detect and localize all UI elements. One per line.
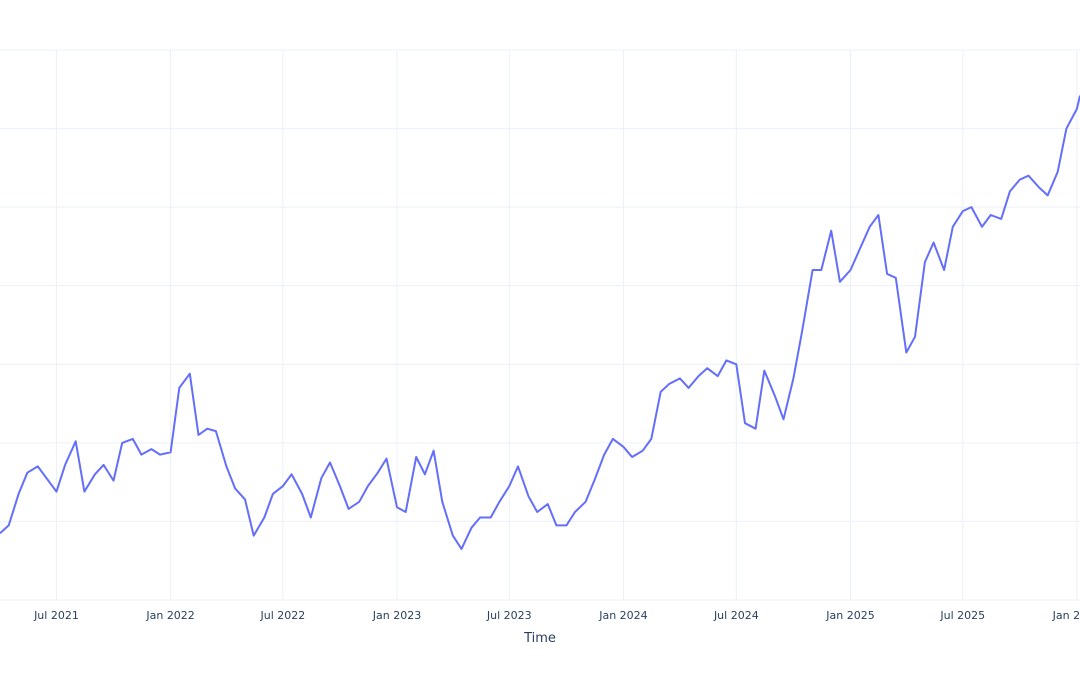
x-tick-label: Jan 2022 <box>145 609 194 622</box>
x-tick-label: Jul 2021 <box>33 609 79 622</box>
series-layer <box>0 95 1080 550</box>
x-tick-label: Jul 2022 <box>259 609 305 622</box>
series-line <box>0 95 1080 550</box>
x-tick-label: Jul 2025 <box>939 609 985 622</box>
x-tick-label: Jul 2024 <box>713 609 759 622</box>
x-tick-label: Jul 2023 <box>486 609 532 622</box>
x-tick-label: Jan 2026 <box>1052 609 1080 622</box>
gridlines <box>0 49 1080 601</box>
x-axis-ticks: Jul 2021 Jan 2022 Jul 2022 Jan 2023 Jul 2023… <box>33 609 1080 622</box>
x-tick-label: Jan 2025 <box>825 609 874 622</box>
x-tick-label: Jan 2024 <box>598 609 647 622</box>
x-axis-title: Time <box>523 631 556 646</box>
x-tick-label: Jan 2023 <box>372 609 421 622</box>
